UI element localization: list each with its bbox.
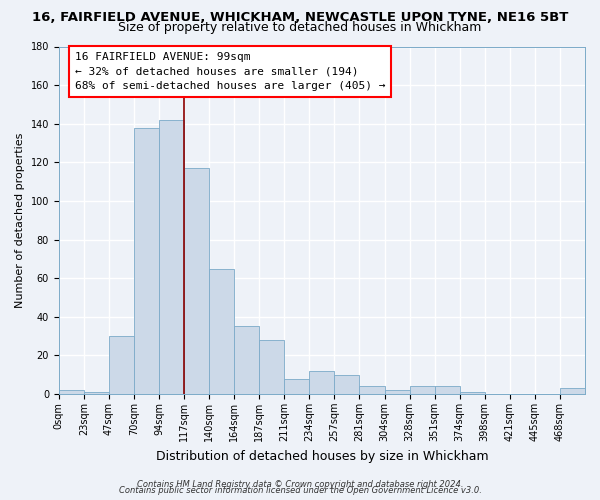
Bar <box>385 390 410 394</box>
Text: 16, FAIRFIELD AVENUE, WHICKHAM, NEWCASTLE UPON TYNE, NE16 5BT: 16, FAIRFIELD AVENUE, WHICKHAM, NEWCASTL… <box>32 11 568 24</box>
Text: Contains HM Land Registry data © Crown copyright and database right 2024.: Contains HM Land Registry data © Crown c… <box>137 480 463 489</box>
Bar <box>209 268 234 394</box>
Y-axis label: Number of detached properties: Number of detached properties <box>15 132 25 308</box>
Bar <box>234 326 259 394</box>
Bar <box>259 340 284 394</box>
Bar <box>410 386 434 394</box>
Text: Contains public sector information licensed under the Open Government Licence v3: Contains public sector information licen… <box>119 486 481 495</box>
Bar <box>560 388 585 394</box>
Bar <box>434 386 460 394</box>
Bar <box>84 392 109 394</box>
Bar <box>184 168 209 394</box>
Bar <box>134 128 159 394</box>
Bar <box>359 386 385 394</box>
Bar <box>334 374 359 394</box>
Bar <box>284 378 310 394</box>
Bar <box>59 390 84 394</box>
Bar <box>460 392 485 394</box>
Text: Size of property relative to detached houses in Whickham: Size of property relative to detached ho… <box>118 22 482 35</box>
Bar <box>109 336 134 394</box>
Text: 16 FAIRFIELD AVENUE: 99sqm
← 32% of detached houses are smaller (194)
68% of sem: 16 FAIRFIELD AVENUE: 99sqm ← 32% of deta… <box>74 52 385 92</box>
X-axis label: Distribution of detached houses by size in Whickham: Distribution of detached houses by size … <box>155 450 488 462</box>
Bar <box>159 120 184 394</box>
Bar <box>310 371 334 394</box>
